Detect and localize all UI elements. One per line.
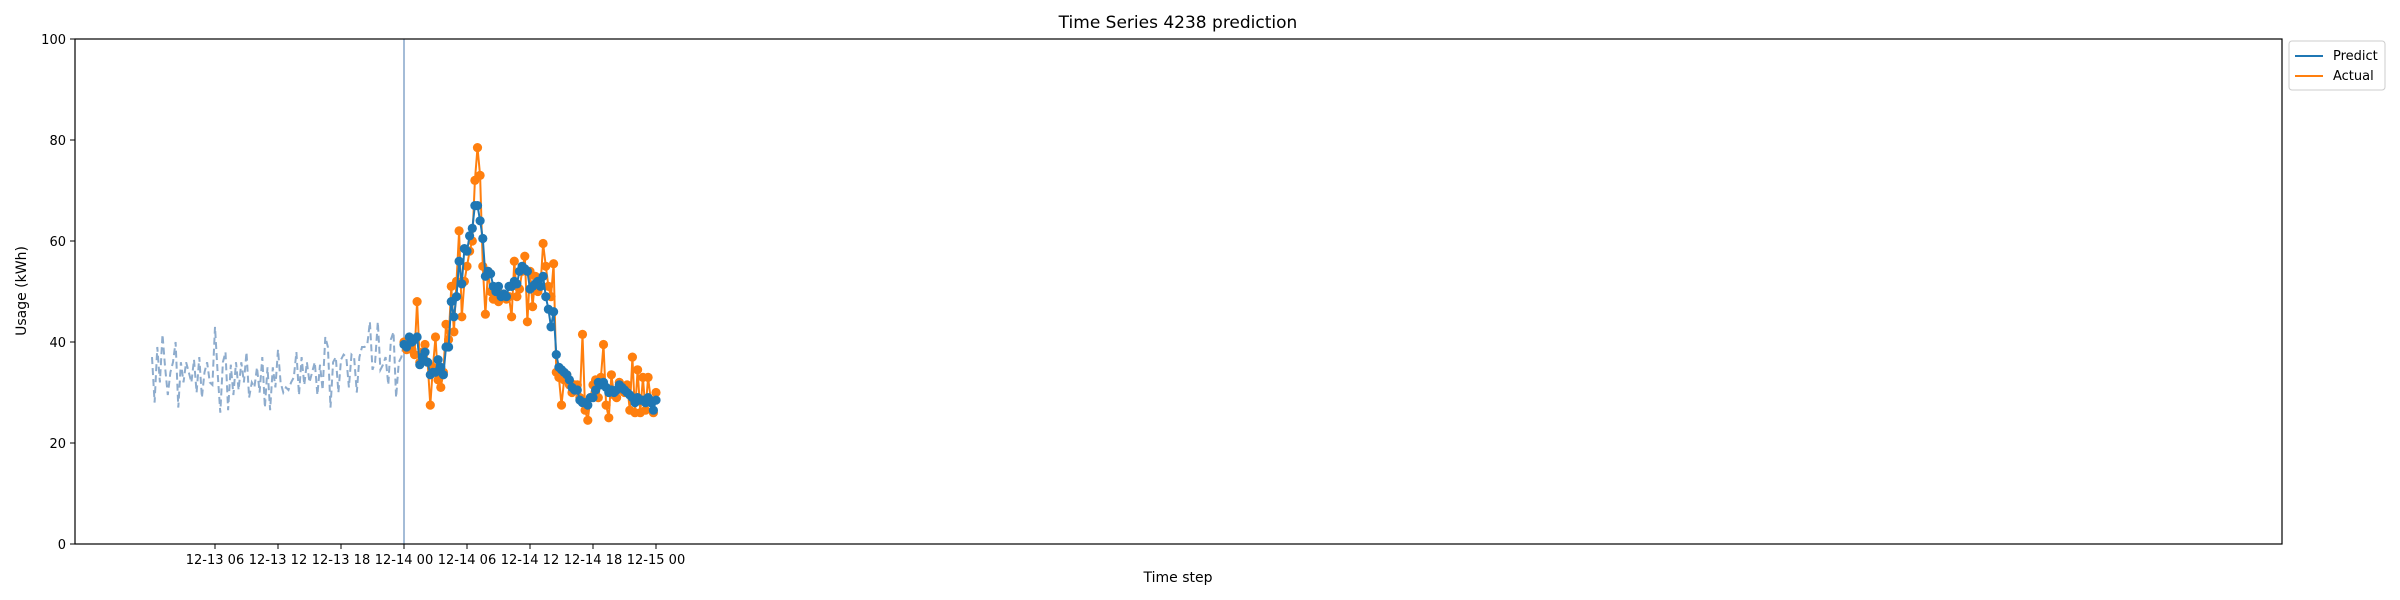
actual-point xyxy=(549,259,559,269)
actual-point xyxy=(538,238,548,249)
actual-point xyxy=(480,309,490,319)
predict-point xyxy=(433,355,443,365)
actual-point xyxy=(556,400,567,410)
actual-point xyxy=(606,370,617,380)
actual-point xyxy=(409,350,420,360)
legend-frame xyxy=(2288,40,2386,91)
actual-point xyxy=(601,400,611,410)
actual-point xyxy=(449,327,459,337)
predict-point xyxy=(478,233,488,244)
legend: Predict Actual xyxy=(2288,40,2386,91)
legend-actual-label: Actual xyxy=(2333,69,2374,84)
actual-point xyxy=(436,382,446,392)
x-axis: 12-13 06 12-13 12 12-13 18 12-14 00 12-14 06… xyxy=(186,544,685,568)
y-tick-label: 20 xyxy=(49,437,66,452)
actual-point xyxy=(583,415,593,425)
x-tick-label: 12-13 18 xyxy=(312,553,370,568)
y-tick-label: 60 xyxy=(49,235,66,250)
actual-point xyxy=(509,256,519,266)
predict-point xyxy=(444,342,454,352)
predict-point xyxy=(572,385,582,395)
plot-frame xyxy=(74,38,2283,545)
y-tick-label: 80 xyxy=(49,134,66,149)
actual-point xyxy=(627,352,638,362)
actual-point xyxy=(640,405,651,415)
predict-point xyxy=(420,347,430,357)
predict-point xyxy=(423,357,433,367)
predict-point xyxy=(451,292,462,302)
predict-point xyxy=(648,405,659,415)
predict-point xyxy=(415,360,425,370)
actual-point xyxy=(462,261,472,271)
predict-point xyxy=(457,279,467,289)
x-tick-label: 12-14 06 xyxy=(438,553,496,568)
actual-point xyxy=(577,329,588,339)
predict-point xyxy=(436,362,446,372)
predict-point xyxy=(512,279,522,289)
predict-point xyxy=(486,269,496,279)
actual-point xyxy=(543,281,554,291)
legend-predict-label: Predict xyxy=(2333,49,2378,64)
predict-point xyxy=(583,400,593,410)
x-axis-label: Time step xyxy=(1143,570,1213,586)
y-axis: 0 20 40 60 80 100 xyxy=(41,33,75,553)
predict-point xyxy=(651,395,661,405)
x-tick-label: 12-15 00 xyxy=(627,553,685,568)
plot-area xyxy=(151,39,661,544)
predict-point xyxy=(467,223,477,233)
actual-point xyxy=(512,292,522,302)
predict-point xyxy=(462,246,472,256)
actual-point xyxy=(633,365,643,375)
predict-point xyxy=(501,292,511,302)
actual-point xyxy=(457,312,467,322)
actual-point xyxy=(520,251,530,261)
predict-point xyxy=(475,216,485,226)
x-tick-label: 12-14 00 xyxy=(375,553,433,568)
chart-title: Time Series 4238 prediction xyxy=(1058,13,1298,33)
x-tick-label: 12-14 12 xyxy=(501,553,559,568)
actual-point xyxy=(528,302,538,312)
actual-point xyxy=(420,339,430,350)
predict-point xyxy=(564,375,575,385)
predict-point xyxy=(546,322,556,332)
predict-point xyxy=(493,281,504,291)
actual-point xyxy=(425,400,435,410)
predict-point xyxy=(549,307,559,317)
actual-point xyxy=(475,170,485,180)
predict-point xyxy=(522,266,533,276)
actual-point xyxy=(507,312,517,322)
predict-point xyxy=(412,332,422,342)
actual-point xyxy=(441,319,451,329)
predict-point xyxy=(438,370,448,380)
x-tick-label: 12-14 18 xyxy=(564,553,622,568)
y-tick-label: 0 xyxy=(58,538,66,553)
x-tick-label: 12-13 06 xyxy=(186,553,244,568)
y-axis-label: Usage (kWh) xyxy=(14,246,30,336)
actual-point xyxy=(604,413,614,423)
history-line xyxy=(151,321,405,413)
y-tick-label: 100 xyxy=(41,33,66,48)
actual-point xyxy=(472,143,483,153)
predict-point xyxy=(472,201,483,211)
predict-point xyxy=(538,271,548,281)
predict-point xyxy=(588,393,598,403)
actual-point xyxy=(643,372,653,382)
predict-point xyxy=(535,281,546,291)
actual-point xyxy=(651,387,661,398)
actual-point xyxy=(412,297,422,307)
predict-point xyxy=(465,231,475,241)
actual-point xyxy=(430,332,441,342)
predict-point xyxy=(454,256,464,266)
y-tick-label: 40 xyxy=(49,336,66,351)
actual-point xyxy=(598,339,609,350)
predict-point xyxy=(541,292,551,302)
predict-point xyxy=(449,312,459,322)
actual-point xyxy=(454,226,464,236)
actual-point xyxy=(522,317,533,327)
x-tick-label: 12-13 12 xyxy=(249,553,307,568)
predict-point xyxy=(551,350,561,360)
actual-point xyxy=(541,261,551,271)
